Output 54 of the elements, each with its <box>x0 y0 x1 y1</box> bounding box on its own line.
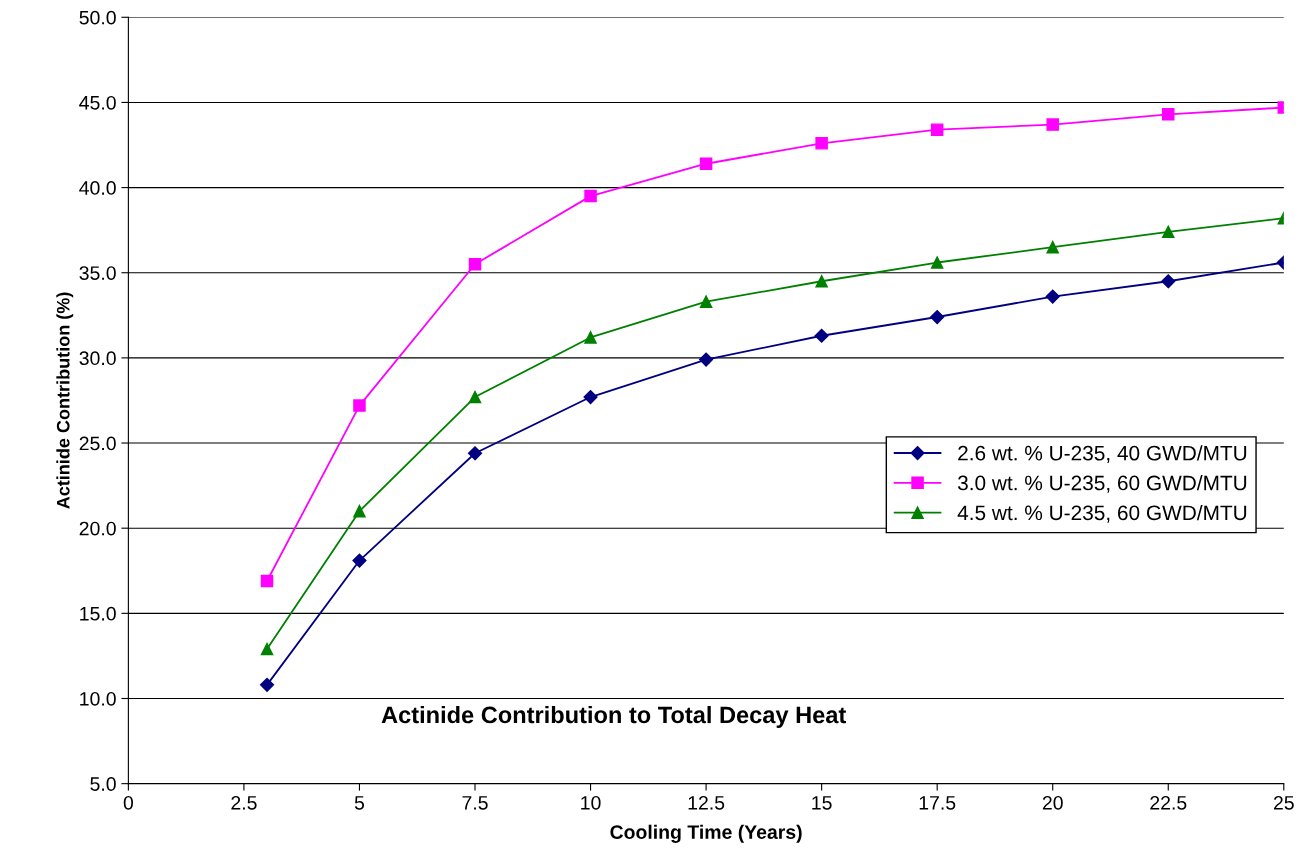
point <box>699 352 714 367</box>
point <box>468 390 482 404</box>
y-tick-label: 20.0 <box>79 521 116 536</box>
point <box>468 257 482 271</box>
point <box>584 189 597 203</box>
point <box>1161 274 1176 289</box>
point <box>1162 225 1175 239</box>
text: Actinide Contribution to Total Decay Heat <box>381 705 847 728</box>
y-tick-label: 50.0 <box>79 10 116 25</box>
point <box>583 389 598 405</box>
y-axis-title: Actinide Contribution (%) <box>56 292 74 509</box>
point <box>259 677 275 692</box>
point <box>699 157 713 170</box>
y-tick-label: 25.0 <box>79 436 116 451</box>
point <box>930 256 944 269</box>
y-tick-label: 40.0 <box>79 181 116 195</box>
y-tick-label: 15.0 <box>80 606 116 621</box>
legend-label: 2.6 wt. % U-235, 40 GWD/MTU <box>958 445 1247 463</box>
point <box>1045 289 1060 304</box>
point <box>1046 118 1059 131</box>
x-tick-label: 5 <box>354 796 365 810</box>
point <box>699 295 713 308</box>
x-tick-label: 10 <box>581 795 601 810</box>
x-tick-label: 17.5 <box>919 796 956 810</box>
y-tick-label: 45.0 <box>79 95 116 110</box>
x-tick-label: 2.5 <box>231 795 257 810</box>
x-tick-label: 20 <box>1042 795 1063 810</box>
point <box>352 553 367 568</box>
y-tick-label: 10.0 <box>80 691 116 706</box>
x-tick-label: 22.5 <box>1150 795 1187 810</box>
point <box>260 574 274 588</box>
legend-label: 4.5 wt. % U-235, 60 GWD/MTU <box>957 504 1247 523</box>
x-tick-label: 7.5 <box>462 796 488 810</box>
point <box>815 275 828 288</box>
point <box>814 328 829 343</box>
x-tick-label: 0 <box>123 795 134 810</box>
point <box>584 331 597 344</box>
point <box>930 123 944 136</box>
point <box>353 399 366 412</box>
x-tick-label: 12.5 <box>688 795 725 810</box>
legend-label: 3.0 wt. % U-235, 60 GWD/MTU <box>957 475 1247 493</box>
point <box>1162 108 1175 121</box>
x-tick-label: 15 <box>812 796 832 810</box>
point <box>1046 240 1059 254</box>
x-tick-label: 25 <box>1273 795 1294 810</box>
point <box>260 642 274 656</box>
y-tick-label: 30.0 <box>79 351 116 366</box>
point <box>930 309 945 325</box>
y-tick-label: 5.0 <box>90 777 116 791</box>
point <box>353 504 366 518</box>
point <box>815 137 828 150</box>
y-tick-label: 35.0 <box>79 266 116 280</box>
x-axis-title: Cooling Time (Years) <box>610 824 802 843</box>
point <box>467 446 483 461</box>
